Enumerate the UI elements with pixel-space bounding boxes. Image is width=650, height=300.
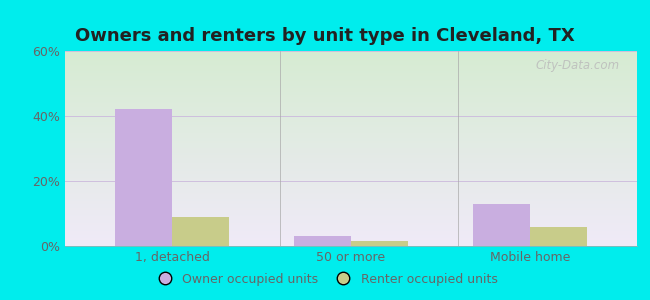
Bar: [172, 217, 229, 246]
Text: City-Data.com: City-Data.com: [536, 59, 620, 72]
Bar: [115, 110, 172, 246]
Legend: Owner occupied units, Renter occupied units: Owner occupied units, Renter occupied un…: [148, 268, 502, 291]
Bar: [351, 241, 408, 246]
Bar: [294, 236, 351, 246]
Text: Owners and renters by unit type in Cleveland, TX: Owners and renters by unit type in Cleve…: [75, 27, 575, 45]
Bar: [473, 204, 530, 246]
Bar: [530, 226, 587, 246]
